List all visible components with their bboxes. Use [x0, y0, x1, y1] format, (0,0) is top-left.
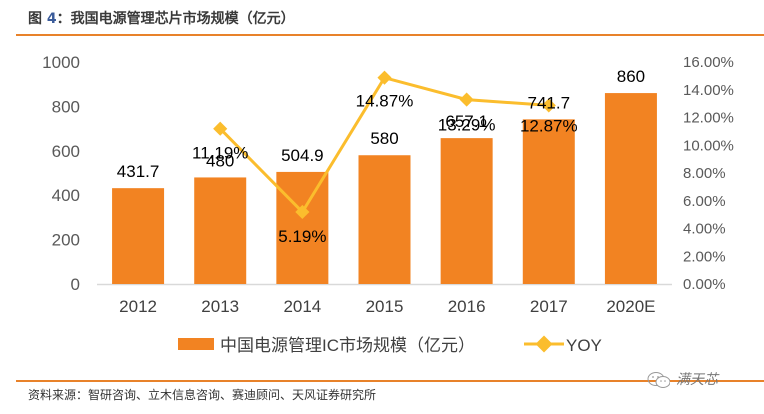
left-tick-label: 1000: [42, 53, 80, 72]
bar: [276, 171, 329, 284]
figure-number: 4: [46, 11, 57, 27]
yoy-value-label: 5.19%: [278, 227, 326, 246]
x-tick-label: 2013: [201, 297, 239, 316]
left-tick-label: 600: [52, 142, 80, 161]
x-tick-label: 2017: [530, 297, 568, 316]
yoy-value-label: 11.19%: [192, 144, 248, 163]
bar-value-label: 741.7: [528, 93, 571, 112]
x-axis: 2012 2013 2014 2015 2016 2017 2020E: [119, 297, 655, 316]
left-axis: 0 200 400 600 800 1000: [42, 53, 80, 294]
yoy-point: [377, 70, 392, 85]
legend: 中国电源管理IC市场规模（亿元） YOY: [178, 335, 602, 355]
bottom-divider: [16, 380, 764, 382]
right-tick-label: 6.00%: [683, 193, 726, 210]
bar: [440, 138, 493, 284]
source-note: 资料来源：智研咨询、立木信息咨询、赛迪顾问、天风证券研究所: [28, 388, 377, 402]
bar-value-label: 657.1: [445, 112, 488, 131]
right-tick-label: 4.00%: [683, 221, 726, 238]
yoy-point: [295, 204, 310, 220]
yoy-series: [213, 70, 556, 220]
yoy-value-label: 12.87%: [520, 116, 578, 135]
x-tick-label: 2020E: [606, 297, 655, 316]
figure-title-prefix: 图: [28, 11, 47, 27]
bar-value-label: 480: [206, 151, 234, 170]
legend-bar-label: 中国电源管理IC市场规模（亿元）: [220, 336, 475, 355]
legend-line-label: YOY: [566, 336, 602, 355]
right-axis: 0.00% 2.00% 4.00% 6.00% 8.00% 10.00% 12.00% 14.…: [683, 54, 734, 293]
bar-data-labels: 431.7 480 504.9 580 657.1 741.7 860: [117, 67, 645, 181]
right-tick-label: 10.00%: [683, 137, 734, 154]
bar-series: [112, 93, 657, 285]
watermark-text: 满天芯: [676, 372, 718, 388]
yoy-data-labels: 11.19% 5.19% 14.87% 13.29% 12.87%: [192, 92, 578, 246]
bar-value-label: 431.7: [117, 162, 160, 181]
right-tick-label: 8.00%: [683, 165, 726, 182]
figure-title: 图 4：我国电源管理芯片市场规模（亿元）: [28, 8, 295, 28]
left-tick-label: 800: [52, 97, 80, 116]
left-tick-label: 0: [71, 275, 80, 294]
bar-value-label: 580: [370, 129, 398, 148]
yoy-point: [213, 121, 228, 136]
yoy-point: [459, 92, 474, 107]
right-tick-label: 12.00%: [683, 110, 734, 127]
wechat-icon: [647, 372, 670, 388]
left-tick-label: 200: [52, 231, 80, 250]
yoy-value-label: 14.87%: [356, 92, 414, 111]
right-tick-label: 0.00%: [683, 276, 726, 293]
figure-title-text: ：我国电源管理芯片市场规模（亿元）: [56, 11, 295, 27]
right-tick-label: 14.00%: [683, 82, 734, 99]
bar: [604, 93, 657, 284]
bar: [112, 188, 165, 284]
bar: [194, 177, 247, 284]
left-tick-label: 400: [52, 186, 80, 205]
bar: [522, 119, 575, 285]
yoy-point: [541, 98, 556, 113]
x-tick-label: 2016: [448, 297, 486, 316]
bar-value-label: 860: [617, 67, 645, 86]
top-divider: [16, 34, 764, 36]
bar: [358, 155, 411, 284]
yoy-value-label: 13.29%: [438, 116, 496, 135]
bar-value-label: 504.9: [281, 146, 324, 165]
x-tick-label: 2015: [366, 297, 404, 316]
right-tick-label: 2.00%: [683, 248, 726, 265]
x-tick-label: 2014: [283, 297, 321, 316]
legend-bar-swatch: [178, 338, 214, 350]
right-tick-label: 16.00%: [683, 54, 734, 71]
x-tick-label: 2012: [119, 297, 157, 316]
watermark: 满天芯: [646, 369, 718, 389]
legend-diamond-marker: [535, 335, 553, 353]
